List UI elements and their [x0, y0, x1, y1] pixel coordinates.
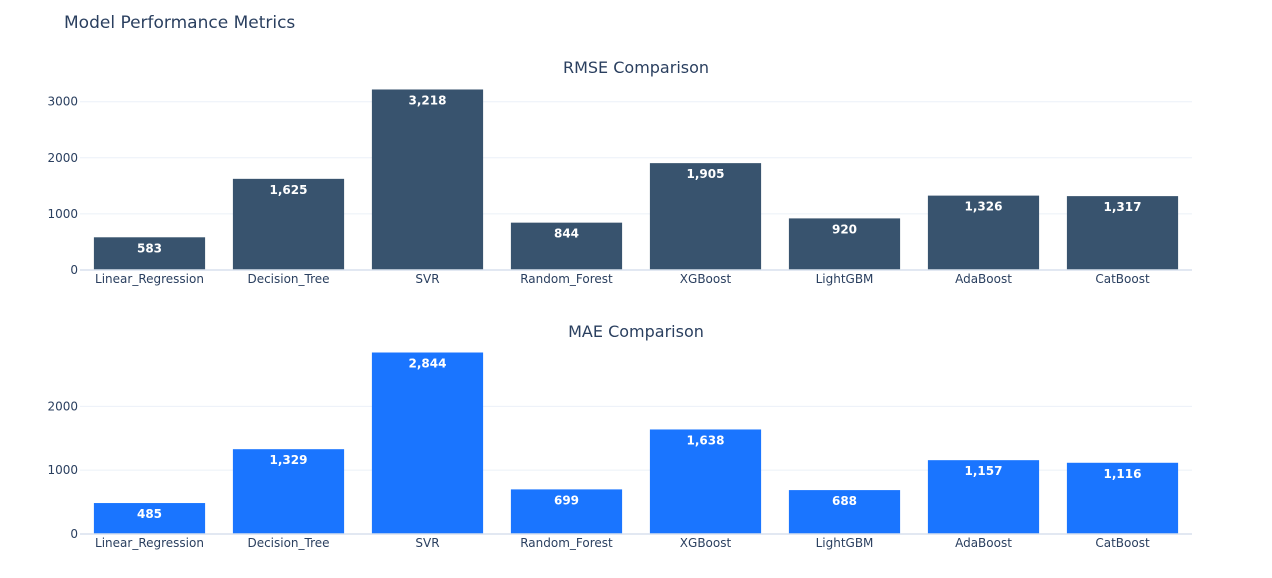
mae-bar[interactable]: [1066, 462, 1179, 534]
mae-chart-title: MAE Comparison: [568, 322, 704, 341]
rmse-bar[interactable]: [649, 163, 762, 270]
rmse-bar[interactable]: [788, 218, 901, 270]
rmse-x-tick-label: CatBoost: [1095, 272, 1150, 286]
mae-bar-value-label: 688: [832, 494, 857, 508]
rmse-bar-value-label: 3,218: [409, 93, 447, 107]
mae-bar[interactable]: [788, 490, 901, 534]
rmse-bar-value-label: 1,317: [1104, 200, 1142, 214]
rmse-x-tick-label: XGBoost: [680, 272, 732, 286]
mae-bar-value-label: 1,638: [687, 433, 725, 447]
mae-bar-value-label: 1,116: [1104, 467, 1142, 481]
rmse-x-tick-label: LightGBM: [816, 272, 874, 286]
mae-bar-value-label: 1,329: [270, 453, 308, 467]
mae-x-tick-label: Decision_Tree: [247, 536, 329, 550]
rmse-y-tick-label: 0: [70, 263, 78, 277]
mae-bar[interactable]: [232, 449, 345, 534]
rmse-bar-value-label: 1,625: [270, 183, 308, 197]
mae-x-tick-label: LightGBM: [816, 536, 874, 550]
mae-x-tick-label: SVR: [415, 536, 439, 550]
mae-x-tick-label: Random_Forest: [520, 536, 613, 550]
mae-chart: MAE Comparison 0 1000 2000 485 Linear_Regres…: [47, 322, 1192, 550]
rmse-bar-value-label: 583: [137, 241, 162, 255]
rmse-bar[interactable]: [371, 89, 484, 270]
rmse-bar-value-label: 920: [832, 222, 857, 236]
rmse-bar[interactable]: [93, 237, 206, 270]
rmse-x-tick-label: Decision_Tree: [247, 272, 329, 286]
mae-bar[interactable]: [371, 352, 484, 534]
mae-bar-value-label: 2,844: [409, 357, 447, 371]
rmse-y-tick-label: 3000: [47, 95, 78, 109]
mae-y-tick-label: 0: [70, 527, 78, 541]
mae-bar[interactable]: [510, 489, 623, 534]
rmse-bar[interactable]: [1066, 196, 1179, 270]
rmse-chart-title: RMSE Comparison: [563, 58, 709, 77]
mae-bar-value-label: 485: [137, 507, 162, 521]
rmse-bar-value-label: 1,326: [965, 200, 1003, 214]
mae-bar[interactable]: [649, 429, 762, 534]
rmse-y-tick-label: 1000: [47, 207, 78, 221]
rmse-bar[interactable]: [232, 178, 345, 270]
rmse-y-tick-label: 2000: [47, 151, 78, 165]
mae-bar[interactable]: [927, 460, 1040, 534]
rmse-x-tick-label: SVR: [415, 272, 439, 286]
rmse-x-tick-label: AdaBoost: [955, 272, 1012, 286]
rmse-x-tick-label: Linear_Regression: [95, 272, 204, 286]
rmse-bar-value-label: 1,905: [687, 167, 725, 181]
mae-x-tick-label: XGBoost: [680, 536, 732, 550]
mae-bar[interactable]: [93, 503, 206, 534]
mae-y-tick-label: 2000: [47, 399, 78, 413]
rmse-bar-value-label: 844: [554, 227, 579, 241]
mae-y-tick-label: 1000: [47, 463, 78, 477]
mae-x-tick-label: AdaBoost: [955, 536, 1012, 550]
rmse-bar[interactable]: [510, 222, 623, 270]
mae-x-tick-label: CatBoost: [1095, 536, 1150, 550]
rmse-chart: RMSE Comparison 0 1000 2000 3000 583 Linear_R…: [47, 58, 1192, 286]
mae-bar-value-label: 699: [554, 493, 579, 507]
mae-x-tick-label: Linear_Regression: [95, 536, 204, 550]
rmse-bar[interactable]: [927, 195, 1040, 270]
mae-bar-value-label: 1,157: [965, 464, 1003, 478]
rmse-x-tick-label: Random_Forest: [520, 272, 613, 286]
figure-title: Model Performance Metrics: [64, 13, 295, 33]
